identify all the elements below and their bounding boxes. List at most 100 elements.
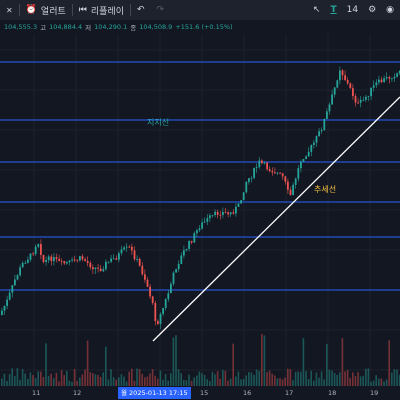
volume-bar xyxy=(271,373,273,386)
close-value: 104,508.9 xyxy=(139,23,173,31)
candle-body xyxy=(203,221,206,223)
volume-bar xyxy=(172,337,175,386)
volume-bar xyxy=(123,376,125,386)
candle-body xyxy=(105,261,107,270)
volume-bar xyxy=(297,371,299,386)
tab-partial[interactable]: ✕ xyxy=(6,5,13,15)
candle-body xyxy=(266,162,268,170)
close-key: 종 xyxy=(130,24,137,32)
candle-body xyxy=(42,254,45,262)
volume-bar xyxy=(86,340,89,386)
volume-bar xyxy=(240,379,242,386)
volume-bar xyxy=(344,371,346,386)
volume-bar xyxy=(50,373,52,386)
candle-body xyxy=(255,167,258,169)
candle-body xyxy=(144,274,146,280)
candle-body xyxy=(250,177,253,179)
volume-bar xyxy=(354,376,357,386)
volume-bar xyxy=(131,368,133,386)
candle-body xyxy=(375,82,378,86)
volume-bar xyxy=(164,374,167,386)
volume-bar xyxy=(60,370,63,386)
divider xyxy=(130,4,131,16)
candle-body xyxy=(229,212,232,215)
candle-body xyxy=(133,250,136,260)
volume-bar xyxy=(336,374,338,386)
candle-body xyxy=(209,215,211,219)
candle-body xyxy=(396,73,398,77)
volume-bar xyxy=(393,369,396,386)
candle-body xyxy=(53,257,55,262)
volume-bar xyxy=(71,381,73,386)
trend-label[interactable]: 추세선 xyxy=(314,185,337,194)
volume-bar xyxy=(222,369,224,386)
volume-bar xyxy=(318,377,320,386)
low-key: 저 xyxy=(85,24,92,32)
volume-bar xyxy=(333,373,336,386)
candle-body xyxy=(118,253,120,260)
candle-body xyxy=(391,78,393,80)
candle-body xyxy=(47,256,50,261)
volume-bar xyxy=(307,379,310,386)
support-label[interactable]: 지지선 xyxy=(147,118,170,127)
volume-bar xyxy=(125,381,128,386)
volume-bar xyxy=(149,373,151,386)
candle-body xyxy=(29,253,32,260)
volume-bar xyxy=(177,369,180,386)
candle-body xyxy=(237,203,240,207)
volume-bar xyxy=(266,372,268,386)
redo-button[interactable]: ↷ xyxy=(151,0,171,20)
candle-body xyxy=(349,83,352,89)
volume-bar xyxy=(32,375,34,386)
candle-body xyxy=(16,275,19,280)
candle-body xyxy=(271,170,274,173)
divider xyxy=(71,4,73,16)
volume-bar xyxy=(253,374,255,386)
volume-bar xyxy=(370,381,372,386)
candle-body xyxy=(45,260,47,262)
settings-icon[interactable]: ⚙ xyxy=(368,5,377,15)
candle-body xyxy=(151,296,154,304)
volume-bar xyxy=(157,378,159,386)
candle-body xyxy=(79,256,81,261)
candle-body xyxy=(318,131,320,137)
cursor-icon[interactable]: ↖ xyxy=(312,5,321,15)
volume-bar xyxy=(367,368,370,386)
volume-bar xyxy=(237,371,240,386)
volume-bar xyxy=(302,338,305,386)
candle-body xyxy=(352,88,354,97)
candle-body xyxy=(175,269,177,273)
volume-bar xyxy=(224,370,227,386)
candle-body xyxy=(276,172,279,174)
replay-button[interactable]: ⏮ 리플레이 xyxy=(73,0,130,20)
volume-bar xyxy=(227,380,229,386)
candle-body xyxy=(307,151,310,157)
candle-body xyxy=(383,78,385,83)
volume-bar xyxy=(11,368,13,386)
time-axis[interactable]: 11 12 월 2025-01-13 17:15 15 16 17 18 19 xyxy=(0,386,400,400)
undo-button[interactable]: ↶ xyxy=(131,0,151,20)
volume-bar xyxy=(315,372,318,386)
volume-bar xyxy=(118,377,120,386)
text-tool-icon[interactable]: T xyxy=(330,5,337,15)
candle-body xyxy=(183,250,185,256)
candle-body xyxy=(370,87,372,97)
price-chart[interactable] xyxy=(0,34,400,386)
volume-bar xyxy=(21,369,24,386)
volume-bar xyxy=(24,373,26,386)
time-tick: 15 xyxy=(200,389,209,397)
volume-bar xyxy=(27,378,29,386)
volume-bar xyxy=(76,380,78,386)
candle-body xyxy=(3,305,6,311)
volume-bar xyxy=(45,343,47,386)
candle-body xyxy=(11,285,14,293)
candle-body xyxy=(201,222,203,229)
volume-bar xyxy=(326,343,328,386)
alert-button[interactable]: ⏰ 얼러트 xyxy=(20,0,72,20)
undo-icon: ↶ xyxy=(137,5,145,15)
volume-bar xyxy=(136,368,138,386)
volume-bar xyxy=(79,377,81,386)
candle-body xyxy=(63,261,66,264)
alert-label: 얼러트 xyxy=(40,6,66,17)
camera-icon[interactable]: ◉ xyxy=(386,5,394,15)
